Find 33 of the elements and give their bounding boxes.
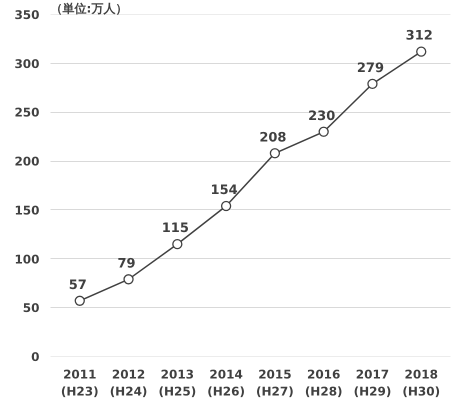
data-label: 230 [308, 108, 336, 124]
x-tick-label: 2014 (H26) [207, 368, 245, 398]
y-tick-label: 50 [22, 301, 40, 316]
point [74, 296, 85, 306]
x-tick-label: 2012 (H24) [110, 368, 148, 398]
point [270, 148, 280, 158]
y-tick-label: 300 [14, 56, 40, 71]
x-tick-label: 2016 (H28) [304, 368, 343, 398]
x-tick-label: 2011 (H23) [60, 368, 99, 398]
y-tick-label: 150 [14, 203, 40, 218]
y-tick-label: 200 [14, 154, 40, 169]
point [172, 238, 182, 250]
x-tick-label: 2017 (H29) [354, 368, 392, 398]
data-label: 57 [68, 278, 87, 293]
y-tick-label: 0 [31, 350, 40, 364]
data-label: 79 [118, 256, 136, 272]
annotation: （単位:万人） [50, 2, 128, 16]
y-tick-label: 350 [14, 8, 40, 22]
x-tick-label: 2015 (H27) [256, 368, 294, 398]
x-tick-label: 2013 (H25) [158, 368, 196, 398]
y-tick-label: 250 [14, 106, 40, 120]
point [318, 126, 329, 137]
data-label: 115 [162, 221, 189, 236]
point [416, 46, 426, 57]
point [220, 200, 232, 212]
data-label: 154 [210, 183, 238, 198]
data-label: 279 [356, 60, 384, 76]
x-tick-label: 2018 (H30) [402, 368, 440, 398]
point [123, 274, 134, 284]
y-tick-label: 100 [14, 252, 40, 266]
data-label: 208 [259, 130, 286, 146]
data-label: 312 [406, 28, 433, 44]
point [367, 78, 378, 90]
